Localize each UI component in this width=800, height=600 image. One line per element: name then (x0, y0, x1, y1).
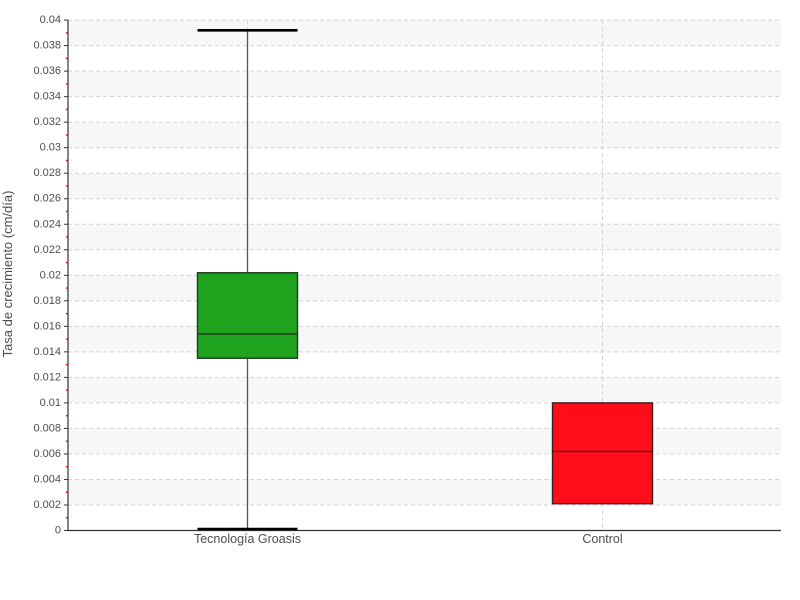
svg-text:0.014: 0.014 (33, 346, 61, 358)
svg-text:0.018: 0.018 (33, 295, 61, 307)
svg-text:0.026: 0.026 (33, 193, 61, 205)
svg-text:0.006: 0.006 (33, 448, 61, 460)
svg-text:0.022: 0.022 (33, 244, 61, 256)
svg-text:0.036: 0.036 (33, 65, 61, 77)
svg-text:0.04: 0.04 (40, 14, 61, 26)
svg-text:0.024: 0.024 (33, 218, 61, 230)
svg-text:0: 0 (55, 525, 61, 537)
svg-text:0.03: 0.03 (40, 142, 61, 154)
svg-text:0.004: 0.004 (33, 473, 61, 485)
svg-text:0.038: 0.038 (33, 40, 61, 52)
svg-text:0.002: 0.002 (33, 499, 61, 511)
svg-text:0.02: 0.02 (40, 269, 61, 281)
svg-text:0.032: 0.032 (33, 116, 61, 128)
svg-text:0.012: 0.012 (33, 371, 61, 383)
svg-text:0.034: 0.034 (33, 91, 61, 103)
svg-text:0.028: 0.028 (33, 167, 61, 179)
svg-text:0.008: 0.008 (33, 422, 61, 434)
svg-text:0.016: 0.016 (33, 320, 61, 332)
svg-text:0.01: 0.01 (40, 397, 61, 409)
